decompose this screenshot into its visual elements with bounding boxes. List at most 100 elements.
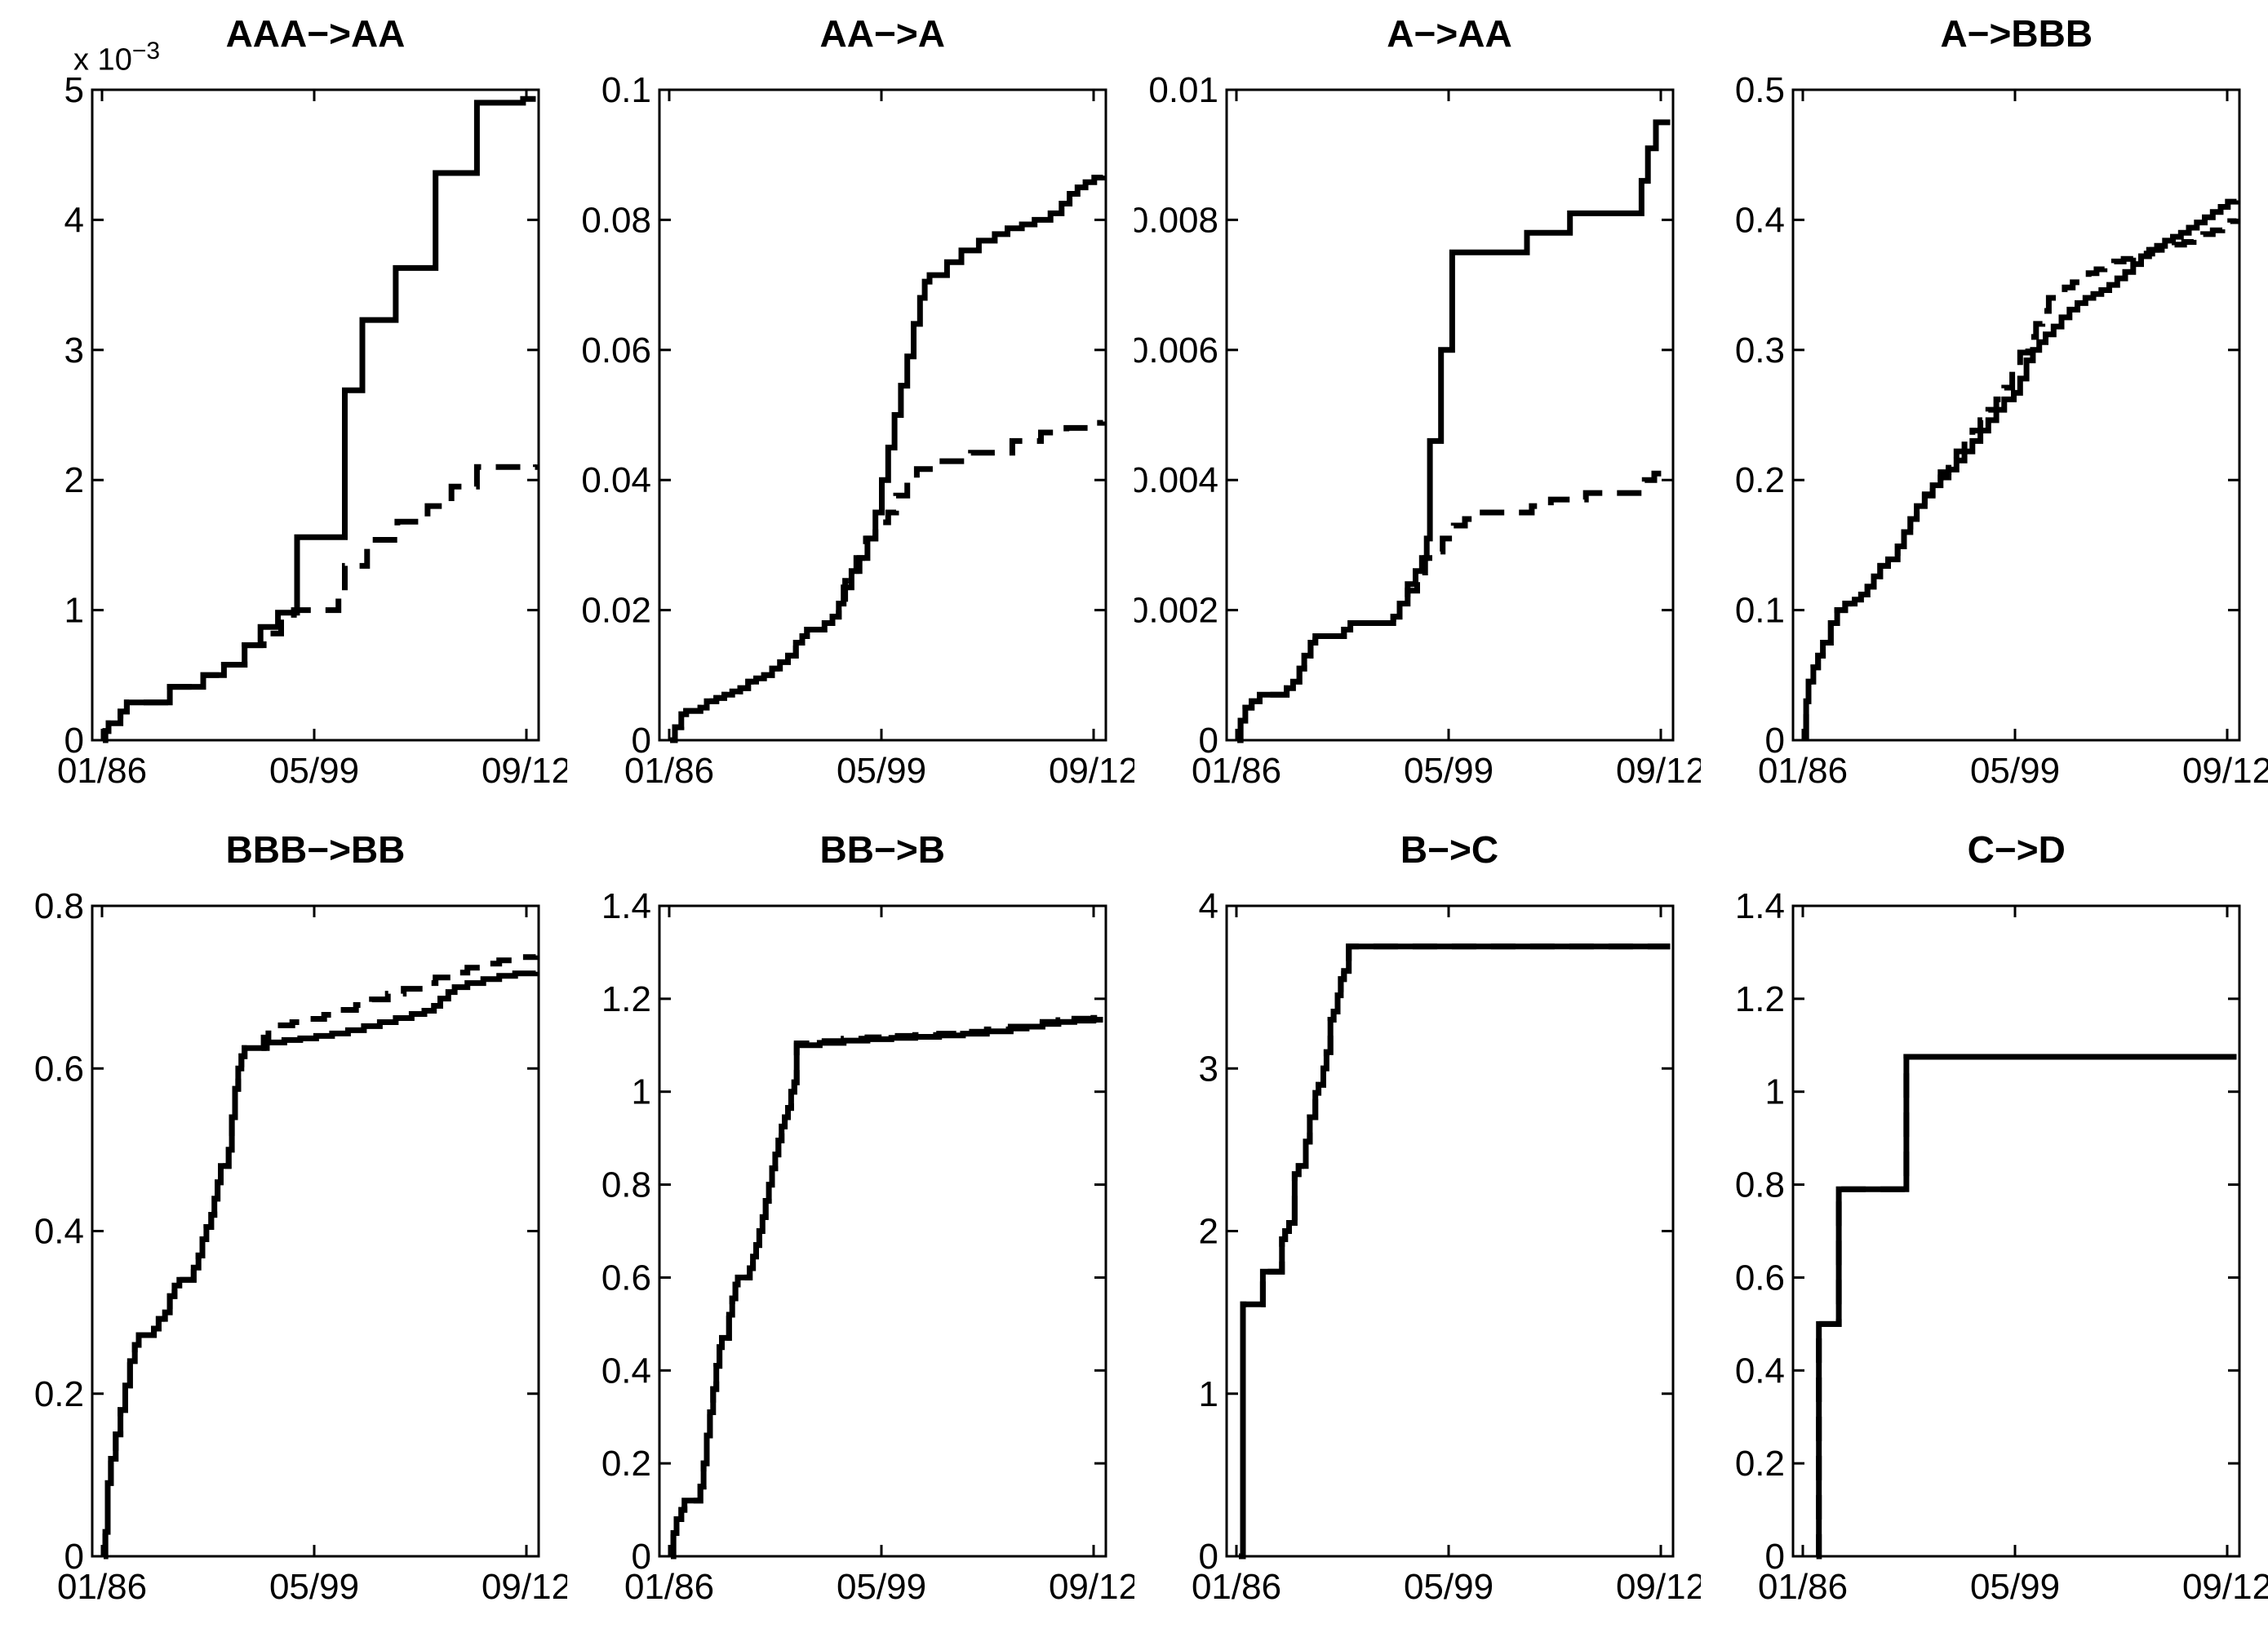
y-tick-label: 5	[64, 70, 84, 110]
plot-canvas: 01/86 05/99 09/12 0 0.2 0.4 0.6 0.8 1 1.2 1.4	[601, 886, 1134, 1607]
y-tick-label: 0.2	[1735, 1444, 1785, 1484]
series-solid	[1236, 119, 1670, 743]
y-tick-label: 1.4	[1735, 886, 1785, 926]
y-tick-label: 0.4	[1735, 1351, 1785, 1391]
x-tick-label: 09/12	[2182, 751, 2268, 791]
series-dashed	[1238, 943, 1670, 1560]
y-tick-label: 0.004	[1134, 460, 1218, 500]
plot-canvas: 01/86 05/99 09/12 0 1 2 3 4	[1191, 886, 1701, 1607]
subplot-a-aa: A−>AA 01/86 05/99 09/12 0 0.002 0.004 0.006 0.0…	[1134, 0, 1702, 816]
x-tick-label: 05/99	[837, 751, 926, 791]
y-tick-label: 0	[64, 1537, 84, 1577]
subplot-bbb-bb: BBB−>BB 01/86 05/99 09/12 0 0.2 0.4 0.6 0.8	[0, 816, 567, 1633]
exponent-value: −3	[131, 38, 161, 64]
y-tick-label: 0.8	[601, 1165, 651, 1205]
series-solid	[1816, 1054, 2237, 1560]
y-tick-label: 0.1	[1735, 591, 1785, 631]
axes-box	[658, 904, 1107, 1558]
series-solid	[670, 1017, 1103, 1560]
y-tick-label: 0.4	[601, 1351, 651, 1391]
plot-canvas: 01/86 05/99 09/12 0 0.002 0.004 0.006 0.008 0.01	[1134, 70, 1702, 791]
plot-canvas: 01/86 05/99 09/12 0 1 2 3 4 5	[57, 70, 567, 791]
x-tick-label: 01/86	[1758, 751, 1848, 791]
subplot-a-bbb: A−>BBB 01/86 05/99 09/12 0 0.1 0.2 0.3 0.4 0.5	[1701, 0, 2268, 816]
series-solid	[669, 175, 1106, 743]
y-tick-label: 1.4	[601, 886, 651, 926]
y-tick-label: 1	[631, 1072, 650, 1112]
y-tick-label: 0.3	[1735, 331, 1785, 371]
x-tick-label: 01/86	[1758, 1567, 1848, 1607]
series-dashed	[1803, 218, 2240, 739]
y-tick-label: 0	[1765, 1537, 1785, 1577]
y-tick-label: 1.2	[1735, 979, 1785, 1019]
x-tick-label: 09/12	[2182, 1567, 2268, 1607]
y-tick-label: 0.002	[1134, 591, 1218, 631]
y-tick-label: 4	[64, 200, 84, 240]
x-tick-label: 01/86	[624, 1567, 714, 1607]
y-tick-label: 0	[1765, 721, 1785, 761]
plot-title: AAA−>AA	[225, 12, 406, 55]
plot-title: BBB−>BB	[225, 828, 406, 871]
y-tick-label: 0.2	[601, 1444, 651, 1484]
x-tick-label: 05/99	[1970, 751, 2060, 791]
plot-canvas: 01/86 05/99 09/12 0 0.1 0.2 0.3 0.4 0.5	[1735, 70, 2268, 791]
subplot-c-d: C−>D 01/86 05/99 09/12 0 0.2 0.4 0.6 0.8 1 1.2 1.4	[1701, 816, 2268, 1633]
series-solid	[102, 95, 536, 743]
y-tick-label: 0.02	[581, 591, 651, 631]
x-tick-label: 01/86	[57, 1567, 147, 1607]
y-tick-label: 0.008	[1134, 200, 1218, 240]
y-tick-label: 1	[1198, 1374, 1218, 1414]
y-tick-label: 1.2	[601, 979, 651, 1019]
y-tick-label: 0	[64, 721, 84, 761]
x-tick-label: 09/12	[1049, 751, 1134, 791]
plot-title: A−>AA	[1387, 12, 1512, 55]
y-tick-label: 0.5	[1735, 70, 1785, 110]
y-tick-label: 0.6	[601, 1258, 651, 1298]
y-tick-label: 2	[64, 460, 84, 500]
y-tick-label: 0	[631, 1537, 650, 1577]
y-tick-label: 0.6	[1735, 1258, 1785, 1298]
y-tick-label: 0.8	[34, 886, 84, 926]
series-dashed	[1816, 1054, 2237, 1560]
plot-canvas: 01/86 05/99 09/12 0 0.2 0.4 0.6 0.8 1 1.2 1.4	[1735, 886, 2268, 1607]
x-tick-label: 01/86	[624, 751, 714, 791]
y-tick-label: 0.6	[34, 1049, 84, 1089]
axes-box	[91, 904, 540, 1558]
subplot-bb-b: BB−>B 01/86 05/99 09/12 0 0.2 0.4 0.6 0.8 1 1.2 1.…	[567, 816, 1134, 1633]
axes-box	[1225, 88, 1674, 742]
y-tick-label: 0	[631, 721, 650, 761]
plot-canvas: 01/86 05/99 09/12 0 0.02 0.04 0.06 0.08 0.1	[581, 70, 1134, 791]
axes-box	[1225, 904, 1674, 1558]
x-tick-label: 05/99	[269, 1567, 359, 1607]
y-tick-label: 0.4	[34, 1212, 84, 1252]
y-tick-label: 0.08	[581, 200, 651, 240]
y-tick-label: 3	[64, 331, 84, 371]
y-tick-label: 1	[64, 591, 84, 631]
subplot-aa-a: AA−>A 01/86 05/99 09/12 0 0.02 0.04 0.06 0.08 0.…	[567, 0, 1134, 816]
y-tick-label: 0	[1198, 1537, 1218, 1577]
axes-box	[658, 88, 1107, 742]
x-tick-label: 01/86	[57, 751, 147, 791]
y-tick-label: 4	[1198, 886, 1218, 926]
plot-title: B−>C	[1400, 828, 1499, 871]
y-tick-label: 0.01	[1148, 70, 1218, 110]
subplot-b-c: B−>C 01/86 05/99 09/12 0 1 2 3 4	[1134, 816, 1701, 1633]
exponent-base: x 10	[73, 42, 132, 78]
plot-title: BB−>B	[819, 828, 945, 871]
y-tick-label: 1	[1765, 1072, 1785, 1112]
y-tick-label: 0.2	[34, 1374, 84, 1414]
y-tick-label: 0.04	[581, 460, 651, 500]
x-tick-label: 01/86	[1191, 1567, 1280, 1607]
axes-box	[1791, 88, 2241, 742]
plot-canvas: 01/86 05/99 09/12 0 0.2 0.4 0.6 0.8	[34, 886, 567, 1607]
y-tick-label: 0.4	[1735, 200, 1785, 240]
x-tick-label: 09/12	[1615, 751, 1701, 791]
y-tick-label: 2	[1198, 1212, 1218, 1252]
series-solid	[102, 970, 539, 1560]
series-dashed	[1236, 470, 1670, 743]
y-tick-label: 0.1	[601, 70, 651, 110]
plot-title: C−>D	[1967, 828, 2066, 871]
y-tick-label: 0.06	[581, 331, 651, 371]
plot-title: A−>BBB	[1940, 12, 2093, 55]
x-tick-label: 01/86	[1191, 751, 1280, 791]
